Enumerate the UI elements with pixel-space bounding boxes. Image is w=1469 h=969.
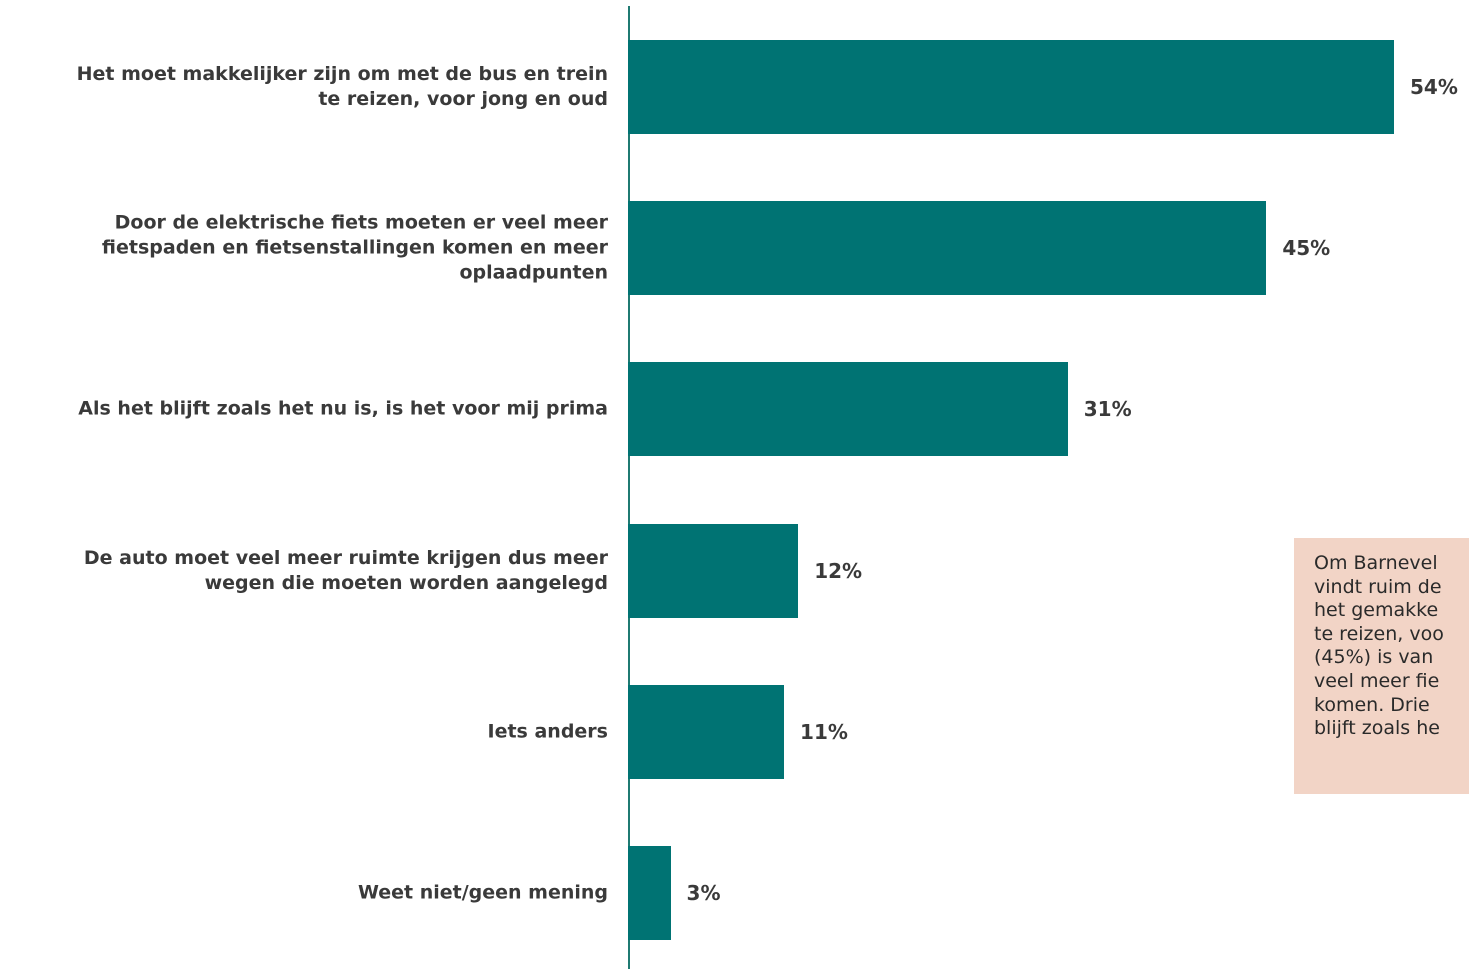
category-label-line: Door de elektrische fiets moeten er veel… bbox=[114, 211, 608, 234]
value-label: 45% bbox=[1282, 236, 1331, 261]
note-line: (45%) is van bbox=[1314, 646, 1434, 669]
y-axis-line bbox=[628, 6, 630, 969]
category-label-line: fietspaden en fietsenstallingen komen en… bbox=[101, 236, 608, 259]
category-label-line: wegen die moeten worden aangelegd bbox=[204, 571, 608, 594]
bar bbox=[628, 684, 785, 779]
value-label: 3% bbox=[686, 881, 721, 905]
bar bbox=[628, 40, 1394, 134]
note-line: veel meer fie bbox=[1314, 669, 1440, 692]
value-label: 54% bbox=[1410, 75, 1458, 99]
category-label-line: oplaadpunten bbox=[459, 261, 608, 284]
note-line: blijft zoals he bbox=[1314, 717, 1440, 740]
category-label: Iets anders bbox=[8, 719, 608, 744]
note-line: te reizen, voo bbox=[1314, 622, 1444, 645]
category-label: Als het blijft zoals het nu is, is het v… bbox=[8, 397, 608, 422]
note-text: Om Barnevel vindt ruim de het gemakke te… bbox=[1314, 552, 1469, 741]
note-line: het gemakke bbox=[1314, 599, 1439, 622]
category-label-line: De auto moet veel meer ruimte krijgen du… bbox=[83, 546, 608, 569]
value-label: 12% bbox=[814, 558, 863, 583]
category-label-line: Weet niet/geen mening bbox=[357, 881, 608, 904]
bar bbox=[628, 201, 1267, 296]
category-label: Het moet makkelijker zijn om met de bus … bbox=[8, 62, 608, 112]
category-label-line: Het moet makkelijker zijn om met de bus … bbox=[76, 63, 608, 85]
category-label-line: Als het blijft zoals het nu is, is het v… bbox=[78, 397, 608, 420]
category-label: Weet niet/geen mening bbox=[8, 881, 608, 906]
note-box: Om Barnevel vindt ruim de het gemakke te… bbox=[1294, 538, 1469, 794]
value-label: 11% bbox=[800, 719, 848, 744]
bar bbox=[628, 362, 1068, 457]
bar bbox=[628, 846, 671, 940]
category-label: De auto moet veel meer ruimte krijgen du… bbox=[8, 546, 608, 596]
note-line: Om Barnevel bbox=[1314, 552, 1438, 574]
note-line: vindt ruim de bbox=[1314, 575, 1442, 598]
category-label-line: te reizen, voor jong en oud bbox=[318, 88, 608, 110]
value-label: 31% bbox=[1083, 397, 1132, 422]
category-label: Door de elektrische fiets moeten er veel… bbox=[8, 211, 608, 286]
bar bbox=[628, 523, 799, 618]
category-label-line: Iets anders bbox=[487, 720, 608, 743]
note-line: komen. Drie bbox=[1314, 693, 1430, 716]
